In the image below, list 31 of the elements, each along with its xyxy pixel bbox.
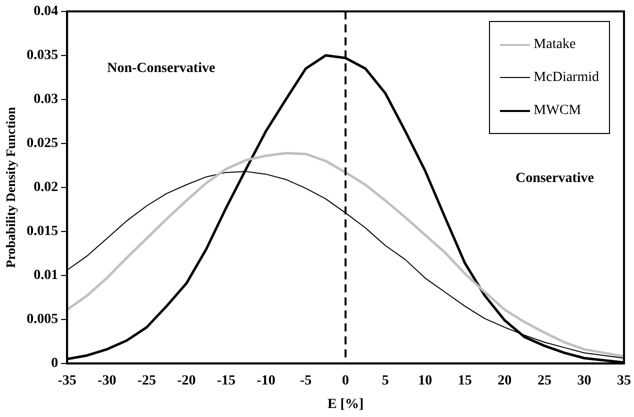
y-tick-label: 0.02	[34, 180, 58, 196]
x-tick-label: -20	[177, 373, 196, 388]
x-tick-label: -30	[98, 373, 116, 388]
x-tick-label: 35	[617, 373, 631, 388]
y-tick-label: 0.025	[26, 136, 58, 152]
x-tick-label: 20	[498, 373, 512, 388]
y-axis-title: Probability Density Function	[3, 106, 18, 268]
x-tick-label: 25	[537, 373, 552, 388]
x-tick-label: -10	[256, 373, 276, 388]
y-tick-label: 0.005	[26, 312, 58, 328]
y-tick-label: 0.01	[34, 268, 58, 284]
x-tick-label: -35	[58, 373, 76, 388]
legend-label: McDiarmid	[534, 70, 599, 86]
annotation: Non-Conservative	[107, 61, 216, 78]
annotation: Conservative	[515, 171, 594, 188]
y-tick-label: 0.015	[26, 224, 58, 240]
x-tick-label: 5	[382, 373, 389, 388]
x-tick-label: 10	[418, 373, 432, 388]
x-tick-label: 0	[342, 373, 350, 388]
x-tick-label: -15	[216, 373, 236, 388]
x-tick-label: 15	[458, 373, 472, 388]
y-tick-label: 0.035	[26, 48, 58, 64]
y-tick-label: 0	[51, 356, 58, 372]
x-tick-label: -5	[300, 373, 312, 388]
x-axis-title: E [%]	[327, 397, 364, 412]
x-tick-label: 30	[577, 373, 592, 388]
y-tick-label: 0.03	[34, 92, 58, 108]
legend-label: Matake	[534, 36, 576, 53]
y-tick-label: 0.04	[34, 4, 58, 20]
legend-label: MWCM	[534, 102, 582, 119]
x-tick-label: -25	[137, 373, 156, 388]
